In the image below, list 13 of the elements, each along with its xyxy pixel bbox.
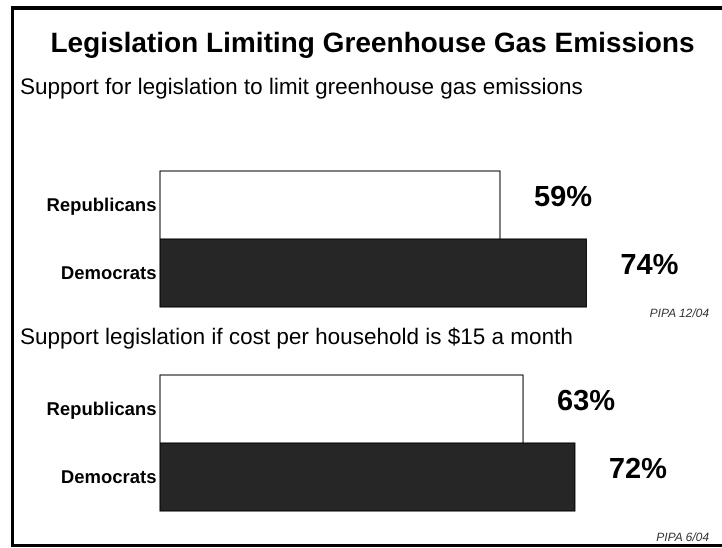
text: PIPA 12/04 [650,306,710,320]
data-label: 59% [534,181,592,213]
chart-title: Support legislation if cost per household is $15 a month [20,324,573,349]
text: PIPA 6/04 [656,530,710,544]
data-label: 74% [620,249,679,281]
data-label: 63% [557,385,616,417]
y-tick-label: Democrats [60,262,156,283]
data-label: 72% [608,453,668,485]
chart-title: Legislation Limiting Greenhouse Gas Emissions [50,27,695,58]
y-tick-label: Democrats [60,466,156,487]
y-tick-label: Republicans [46,194,156,215]
chart-subtitle: Support for legislation to limit greenhouse gas emissions [20,74,583,99]
y-tick-label: Republicans [46,398,156,419]
